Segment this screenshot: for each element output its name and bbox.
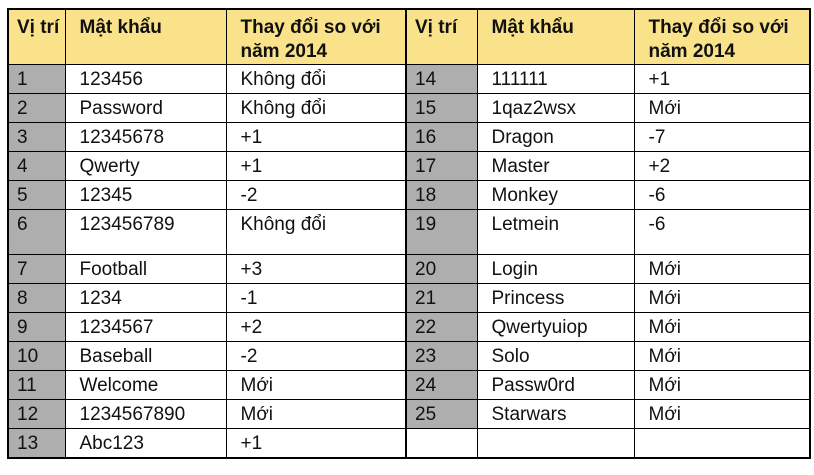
password-cell: Baseball (64, 341, 227, 371)
change-cell: Mới (225, 399, 407, 429)
change-cell-empty (633, 428, 811, 458)
password-cell: Password (64, 93, 227, 123)
change-cell: +2 (633, 151, 811, 181)
password-cell: Monkey (476, 180, 635, 210)
password-cell: Dragon (476, 122, 635, 152)
rank-cell: 2 (7, 93, 66, 123)
rank-cell: 8 (7, 283, 66, 313)
column-header-change-right: Thay đổi so với năm 2014 (633, 8, 811, 65)
rank-cell: 5 (7, 180, 66, 210)
table-row: 1 123456 Không đổi 14 111111 +1 (7, 64, 811, 94)
rank-cell: 12 (7, 399, 66, 429)
rank-cell-empty (405, 428, 478, 458)
rank-cell: 25 (405, 399, 478, 429)
password-cell: Welcome (64, 370, 227, 400)
rank-cell: 10 (7, 341, 66, 371)
table-row: 3 12345678 +1 16 Dragon -7 (7, 122, 811, 152)
change-cell: +3 (225, 254, 407, 284)
change-cell: Mới (225, 370, 407, 400)
table-row: 2 Password Không đổi 15 1qaz2wsx Mới (7, 93, 811, 123)
header-row: Vị trí Mật khẩu Thay đổi so với năm 2014… (7, 8, 811, 65)
change-cell: Mới (633, 254, 811, 284)
table-row: 12 1234567890 Mới 25 Starwars Mới (7, 399, 811, 429)
change-cell: +1 (225, 122, 407, 152)
rank-cell: 24 (405, 370, 478, 400)
change-cell: +1 (633, 64, 811, 94)
password-cell: Football (64, 254, 227, 284)
column-header-change-left: Thay đổi so với năm 2014 (225, 8, 407, 65)
worst-passwords-table: Vị trí Mật khẩu Thay đổi so với năm 2014… (7, 8, 811, 459)
change-cell: Mới (633, 283, 811, 313)
table-row: 9 1234567 +2 22 Qwertyuiop Mới (7, 312, 811, 342)
table-row: 7 Football +3 20 Login Mới (7, 254, 811, 284)
password-cell: 1234567 (64, 312, 227, 342)
rank-cell: 3 (7, 122, 66, 152)
change-cell: -2 (225, 180, 407, 210)
rank-cell: 11 (7, 370, 66, 400)
password-cell: 1qaz2wsx (476, 93, 635, 123)
rank-cell: 14 (405, 64, 478, 94)
change-cell: -6 (633, 180, 811, 210)
change-cell: -1 (225, 283, 407, 313)
rank-cell: 9 (7, 312, 66, 342)
rank-cell: 19 (405, 209, 478, 255)
rank-cell: 6 (7, 209, 66, 255)
column-header-position-left: Vị trí (7, 8, 66, 65)
password-cell: 123456 (64, 64, 227, 94)
change-cell: -7 (633, 122, 811, 152)
rank-cell: 13 (7, 428, 66, 458)
password-cell: Qwertyuiop (476, 312, 635, 342)
rank-cell: 16 (405, 122, 478, 152)
password-cell: Solo (476, 341, 635, 371)
password-cell: Passw0rd (476, 370, 635, 400)
change-cell: +1 (225, 151, 407, 181)
change-cell: Không đổi (225, 93, 407, 123)
password-cell: Abc123 (64, 428, 227, 458)
password-cell-empty (476, 428, 635, 458)
change-cell: Không đổi (225, 64, 407, 94)
rank-cell: 7 (7, 254, 66, 284)
table-row: 11 Welcome Mới 24 Passw0rd Mới (7, 370, 811, 400)
change-cell: Mới (633, 370, 811, 400)
rank-cell: 23 (405, 341, 478, 371)
rank-cell: 15 (405, 93, 478, 123)
change-cell: -2 (225, 341, 407, 371)
password-cell: 123456789 (64, 209, 227, 255)
password-cell: Princess (476, 283, 635, 313)
rank-cell: 22 (405, 312, 478, 342)
password-cell: 1234 (64, 283, 227, 313)
rank-cell: 18 (405, 180, 478, 210)
table-row: 10 Baseball -2 23 Solo Mới (7, 341, 811, 371)
column-header-position-right: Vị trí (405, 8, 478, 65)
password-cell: Master (476, 151, 635, 181)
column-header-password-left: Mật khẩu (64, 8, 227, 65)
change-cell: +1 (225, 428, 407, 458)
rank-cell: 1 (7, 64, 66, 94)
table-row: 8 1234 -1 21 Princess Mới (7, 283, 811, 313)
rank-cell: 20 (405, 254, 478, 284)
rank-cell: 4 (7, 151, 66, 181)
column-header-password-right: Mật khẩu (476, 8, 635, 65)
change-cell: Không đổi (225, 209, 407, 255)
table-row: 13 Abc123 +1 (7, 428, 811, 458)
rank-cell: 17 (405, 151, 478, 181)
rank-cell: 21 (405, 283, 478, 313)
password-cell: Starwars (476, 399, 635, 429)
table-row: 6 123456789 Không đổi 19 Letmein -6 (7, 209, 811, 255)
password-cell: Login (476, 254, 635, 284)
change-cell: Mới (633, 312, 811, 342)
change-cell: Mới (633, 399, 811, 429)
password-cell: Qwerty (64, 151, 227, 181)
change-cell: -6 (633, 209, 811, 255)
password-cell: Letmein (476, 209, 635, 255)
password-cell: 111111 (476, 64, 635, 94)
change-cell: +2 (225, 312, 407, 342)
password-cell: 12345678 (64, 122, 227, 152)
password-cell: 1234567890 (64, 399, 227, 429)
table-row: 4 Qwerty +1 17 Master +2 (7, 151, 811, 181)
change-cell: Mới (633, 341, 811, 371)
change-cell: Mới (633, 93, 811, 123)
table-row: 5 12345 -2 18 Monkey -6 (7, 180, 811, 210)
password-cell: 12345 (64, 180, 227, 210)
